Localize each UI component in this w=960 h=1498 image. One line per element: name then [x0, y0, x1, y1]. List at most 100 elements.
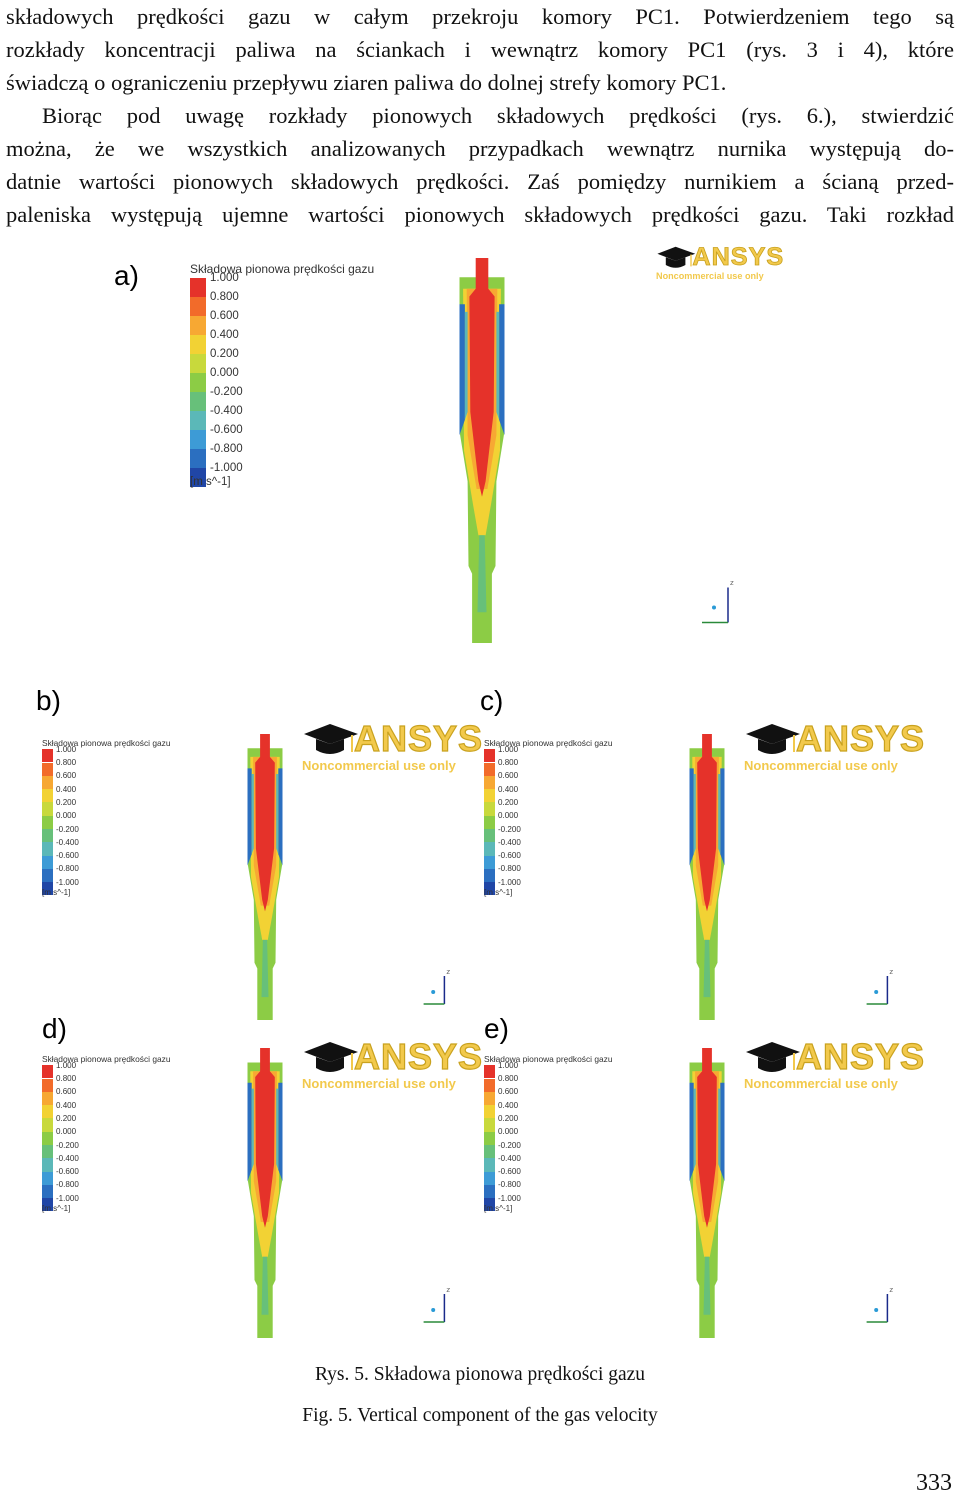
graduation-cap-icon [304, 724, 358, 754]
legend-swatch [484, 802, 496, 816]
legend-tick-label: 0.000 [56, 811, 77, 821]
graduation-cap-icon [657, 246, 696, 268]
legend-swatch [42, 842, 54, 856]
legend-swatch [484, 1078, 496, 1092]
figure-caption-en: Fig. 5. Vertical component of the gas ve… [302, 1405, 658, 1426]
velocity-contour [689, 734, 725, 1020]
watermark-brand: ANSYS [795, 1035, 926, 1077]
legend-swatch [42, 1078, 54, 1092]
legend-tick-label: -0.600 [56, 851, 79, 861]
legend-swatch [42, 868, 54, 883]
watermark-note: Noncommercial use only [302, 1076, 456, 1091]
legend-tick-label: 0.400 [210, 328, 239, 341]
legend-tick-label: 0.400 [498, 784, 519, 794]
legend-swatch [42, 789, 54, 803]
legend-tick-label: -0.400 [56, 837, 79, 847]
velocity-contour [689, 1048, 725, 1338]
legend-tick-label: 0.800 [498, 758, 519, 768]
legend-tick-label: 0.200 [210, 347, 239, 360]
legend-swatch [190, 411, 206, 430]
graduation-cap-icon [746, 1042, 800, 1072]
legend-tick-label: 0.000 [498, 811, 519, 821]
legend-tick-label: 0.200 [56, 797, 77, 807]
legend-tick-label: 0.600 [56, 771, 77, 781]
legend-tick-label: 0.600 [498, 1087, 519, 1097]
legend-tick-label: 0.800 [210, 290, 239, 303]
legend-swatch [42, 882, 54, 896]
legend-swatch [484, 775, 496, 790]
figure-caption-pl: Rys. 5. Składowa pionowa prędkości gazu [314, 1364, 646, 1385]
legend-title: Składowa pionowa prędkości gazu [190, 262, 375, 276]
watermark-brand: ANSYS [795, 717, 926, 759]
legend-swatch [42, 762, 54, 776]
legend-swatch [190, 297, 206, 316]
legend-swatch [484, 789, 496, 803]
legend-tick-label: 0.000 [210, 366, 239, 379]
watermark-brand: ANSYS [353, 1035, 484, 1077]
legend-swatch [484, 1184, 496, 1199]
axis-label: z [730, 579, 734, 587]
legend-tick-label: 1.000 [56, 1060, 77, 1070]
legend-tick-label: 0.600 [56, 1087, 77, 1097]
watermark-brand: ANSYS [692, 242, 785, 271]
legend-tick-label: 0.800 [56, 758, 77, 768]
text-line: można, że we wszystkich analizowanych pr… [6, 136, 954, 161]
legend-swatch [190, 430, 206, 449]
legend-swatch [42, 1065, 54, 1079]
legend-tick-label: -0.400 [56, 1153, 79, 1163]
legend-swatch [42, 855, 54, 869]
legend-tick-label: 0.400 [56, 1100, 77, 1110]
text-line: świadczą o ograniczeniu przepływu ziaren… [6, 70, 727, 95]
legend-tick-label: -1.000 [498, 877, 521, 887]
page-number: 333 [916, 1470, 952, 1496]
legend-tick-label: 0.200 [56, 1113, 77, 1123]
legend-swatch [484, 1158, 496, 1172]
legend-title: Składowa pionowa prędkości gazu [484, 738, 613, 748]
legend-swatch [484, 1118, 496, 1132]
legend-swatch [42, 1171, 54, 1185]
legend-swatch [484, 1171, 496, 1185]
panel-label: a) [114, 260, 139, 291]
legend-swatch [484, 868, 496, 883]
axis-triad-icon: z [702, 579, 734, 624]
axis-triad-icon: z [423, 1286, 450, 1323]
legend-tick-label: -0.600 [56, 1167, 79, 1177]
legend-swatch [42, 802, 54, 816]
legend-tick-label: -1.000 [498, 1193, 521, 1203]
legend-swatch [484, 815, 496, 829]
legend-swatch [42, 1145, 54, 1159]
legend-swatch [484, 829, 496, 843]
legend-swatch [484, 1091, 496, 1106]
legend-tick-label: -0.200 [498, 824, 521, 834]
legend-tick-label: 0.200 [498, 797, 519, 807]
legend-tick-label: -0.800 [498, 1180, 521, 1190]
watermark-note: Noncommercial use only [744, 1076, 898, 1091]
axis-triad-icon: z [866, 968, 893, 1005]
graduation-cap-icon [746, 724, 800, 754]
text-line: Biorąc pod uwagę rozkłady pionowych skła… [42, 103, 954, 128]
legend-title: Składowa pionowa prędkości gazu [42, 1054, 171, 1064]
legend-swatch [190, 392, 206, 411]
text-line: rozkłady koncentracji paliwa na ściankac… [6, 37, 954, 62]
legend-swatch [42, 829, 54, 843]
legend-tick-label: -0.800 [56, 864, 79, 874]
legend-swatch [190, 354, 206, 373]
legend-swatch [190, 278, 206, 297]
legend-unit: [m s^-1] [42, 1203, 71, 1213]
legend-tick-label: 0.000 [498, 1127, 519, 1137]
body-paragraph: składowych prędkości gazu w całym przekr… [6, 0, 954, 231]
legend-swatch [42, 1158, 54, 1172]
legend-swatch [484, 1145, 496, 1159]
legend-tick-label: -1.000 [210, 461, 243, 474]
legend-swatch [190, 316, 206, 335]
watermark-note: Noncommercial use only [744, 758, 898, 773]
legend-swatch [190, 468, 206, 487]
legend-swatch [42, 749, 54, 763]
legend-tick-label: -0.200 [210, 385, 243, 398]
legend-tick-label: 0.800 [56, 1074, 77, 1084]
text-line: datnie wartości pionowych składowych prę… [6, 169, 954, 194]
legend-tick-label: -0.600 [498, 851, 521, 861]
legend-swatch [42, 1118, 54, 1132]
legend-title: Składowa pionowa prędkości gazu [42, 738, 171, 748]
legend-tick-label: 0.400 [498, 1100, 519, 1110]
